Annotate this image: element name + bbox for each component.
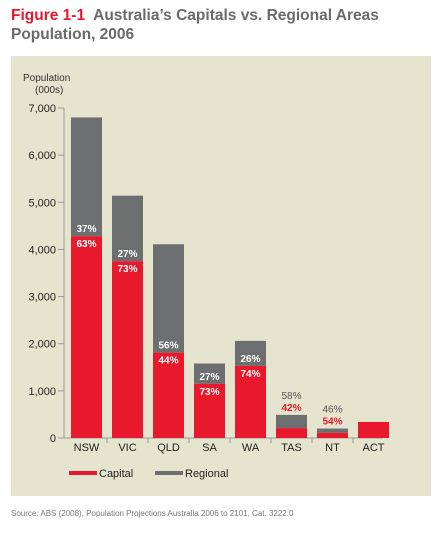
- title-line-1: Figure 1-1 Australia’s Capitals vs. Regi…: [11, 6, 431, 25]
- y-tick-label: 4,000: [28, 244, 56, 256]
- bar-capital-wa: [235, 365, 266, 438]
- bar-regional-nt: [317, 428, 348, 433]
- x-tick-label-nsw: NSW: [74, 442, 100, 454]
- label-regional-wa: 26%: [240, 354, 260, 365]
- label-capital-nt: 54%: [322, 417, 342, 428]
- y-tick-label: 5,000: [28, 197, 56, 209]
- label-regional-qld: 56%: [158, 341, 178, 352]
- bar-capital-qld: [153, 352, 184, 438]
- label-capital-wa: 74%: [240, 369, 260, 380]
- x-tick-label-tas: TAS: [281, 442, 302, 454]
- bar-regional-sa: [194, 363, 225, 384]
- legend-label-regional: Regional: [185, 468, 228, 480]
- y-tick-label: 2,000: [28, 339, 56, 351]
- label-capital-vic: 73%: [117, 264, 137, 275]
- title-text-1: Australia’s Capitals vs. Regional Areas: [93, 7, 379, 24]
- y-axis-label-line-2: (000s): [35, 85, 63, 96]
- x-tick-label-wa: WA: [242, 442, 260, 454]
- chart-title: Figure 1-1 Australia’s Capitals vs. Regi…: [11, 6, 431, 44]
- bar-regional-tas: [276, 414, 307, 429]
- label-capital-qld: 44%: [158, 356, 178, 367]
- label-regional-nt: 46%: [322, 405, 342, 416]
- label-capital-nsw: 63%: [76, 239, 96, 250]
- bar-capital-nt: [317, 432, 348, 438]
- y-tick-label: 3,000: [28, 292, 56, 304]
- population-chart: Population(000s) 0 1,000 2,000 3,000 4,000 5,0…: [23, 73, 389, 480]
- figure-label: Figure 1-1: [11, 7, 86, 24]
- x-tick-label-qld: QLD: [157, 442, 180, 454]
- bar-capital-nsw: [71, 236, 102, 438]
- label-regional-nsw: 37%: [76, 224, 96, 235]
- label-regional-vic: 27%: [117, 249, 137, 260]
- x-tick-label-sa: SA: [202, 442, 217, 454]
- source-note: Source: ABS (2008), Population Projectio…: [11, 509, 294, 518]
- bar-capital-vic: [112, 261, 143, 438]
- x-tick-label-act: ACT: [363, 442, 385, 454]
- label-capital-sa: 73%: [199, 387, 219, 398]
- bar-capital-act: [358, 421, 389, 438]
- bar-capital-sa: [194, 383, 225, 438]
- x-tick-label-nt: NT: [325, 442, 340, 454]
- chart-panel: Population (000s) 0 1,000 2,000 3,000 4,000 5,0…: [11, 56, 431, 496]
- bar-regional-qld: [153, 244, 184, 353]
- bar-regional-nsw: [71, 117, 102, 237]
- bar-regional-wa: [235, 340, 266, 366]
- y-tick-label: 0: [50, 433, 56, 445]
- y-tick-label: 7,000: [28, 103, 56, 115]
- label-regional-sa: 27%: [199, 372, 219, 383]
- y-tick-label: 6,000: [28, 150, 56, 162]
- title-line-2: Population, 2006: [11, 26, 135, 43]
- y-axis-label-line-1: Population: [23, 73, 70, 84]
- bar-regional-vic: [112, 195, 143, 262]
- bar-capital-tas: [276, 428, 307, 438]
- label-regional-tas: 58%: [281, 391, 301, 402]
- y-tick-label: 1,000: [28, 386, 56, 398]
- legend-label-capital: Capital: [99, 468, 133, 480]
- x-tick-label-vic: VIC: [118, 442, 136, 454]
- label-capital-tas: 42%: [281, 403, 301, 414]
